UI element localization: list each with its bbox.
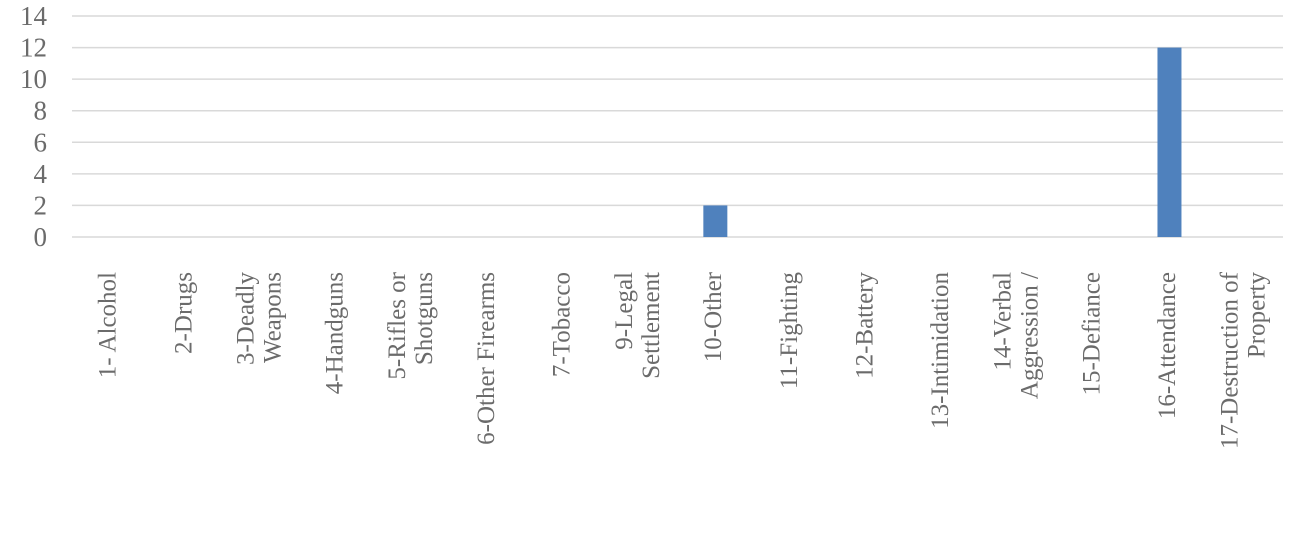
gridlines bbox=[72, 15, 1283, 238]
x-tick-label: 5-Rifles or Shotguns bbox=[384, 271, 438, 379]
x-tick-label: 7-Tobacco bbox=[549, 272, 576, 377]
x-tick-label: 2-Drugs bbox=[170, 272, 197, 354]
x-tick-label-line: 13-Intimidation bbox=[927, 272, 954, 429]
x-tick-label-line: Shotguns bbox=[411, 272, 438, 365]
x-tick-label-line: 2-Drugs bbox=[170, 272, 197, 354]
x-tick-label-line: Settlement bbox=[638, 272, 665, 379]
x-tick-label-line: Property bbox=[1243, 272, 1270, 359]
x-tick-label-line: 9-Legal bbox=[611, 272, 638, 350]
x-tick-label: 1- Alcohol bbox=[95, 272, 122, 378]
x-tick-label-line: Aggression / bbox=[1016, 272, 1043, 399]
x-tick-label: 17-Destruction of Property bbox=[1216, 271, 1270, 449]
x-tick-label-line: 1- Alcohol bbox=[95, 272, 122, 378]
x-tick-label: 3-Deadly Weapons bbox=[232, 272, 286, 366]
y-tick-label: 12 bbox=[20, 33, 47, 63]
x-tick-label-line: 10-Other bbox=[700, 271, 727, 362]
x-tick-label-line: 15-Defiance bbox=[1079, 272, 1106, 396]
x-tick-label-line: 16-Attendance bbox=[1154, 272, 1181, 419]
x-tick-label-line: 4-Handguns bbox=[322, 272, 349, 394]
x-tick-label: 16-Attendance bbox=[1154, 272, 1181, 419]
x-tick-label: 10-Other bbox=[700, 271, 727, 362]
x-tick-label: 9-Legal Settlement bbox=[611, 272, 665, 379]
x-tick-label-line: 11-Fighting bbox=[776, 272, 803, 390]
y-tick-label: 6 bbox=[34, 127, 48, 157]
y-tick-label: 2 bbox=[34, 190, 48, 220]
y-tick-label: 4 bbox=[34, 159, 48, 189]
x-tick-label-line: 17-Destruction of bbox=[1216, 271, 1243, 449]
y-tick-label: 10 bbox=[20, 64, 47, 94]
x-tick-label-line: 14-Verbal bbox=[989, 272, 1016, 371]
x-tick-label-line: Weapons bbox=[259, 272, 286, 363]
x-tick-label: 4-Handguns bbox=[322, 272, 349, 394]
x-axis-tick-labels: 1- Alcohol 2-Drugs 3-Deadly Weapons 4-Handgu… bbox=[95, 271, 1271, 449]
x-tick-label-line: 3-Deadly bbox=[232, 272, 259, 366]
x-tick-label: 11-Fighting bbox=[776, 272, 803, 390]
y-tick-label: 8 bbox=[34, 96, 48, 126]
x-tick-label: 14-Verbal Aggression / bbox=[989, 272, 1043, 399]
x-tick-label: 13-Intimidation bbox=[927, 272, 954, 429]
x-tick-label: 12-Battery bbox=[851, 272, 878, 379]
x-tick-label: 6-Other Firearms bbox=[473, 272, 500, 445]
bars bbox=[703, 47, 1182, 238]
x-tick-label-line: 12-Battery bbox=[851, 272, 878, 379]
bar bbox=[1157, 47, 1182, 238]
x-tick-label-line: 5-Rifles or bbox=[384, 271, 411, 379]
y-tick-label: 14 bbox=[20, 1, 48, 31]
x-tick-label: 15-Defiance bbox=[1079, 272, 1106, 396]
bar bbox=[703, 205, 728, 237]
x-tick-label-line: 6-Other Firearms bbox=[473, 272, 500, 445]
x-tick-label-line: 7-Tobacco bbox=[549, 272, 576, 377]
y-tick-label: 0 bbox=[34, 222, 48, 252]
